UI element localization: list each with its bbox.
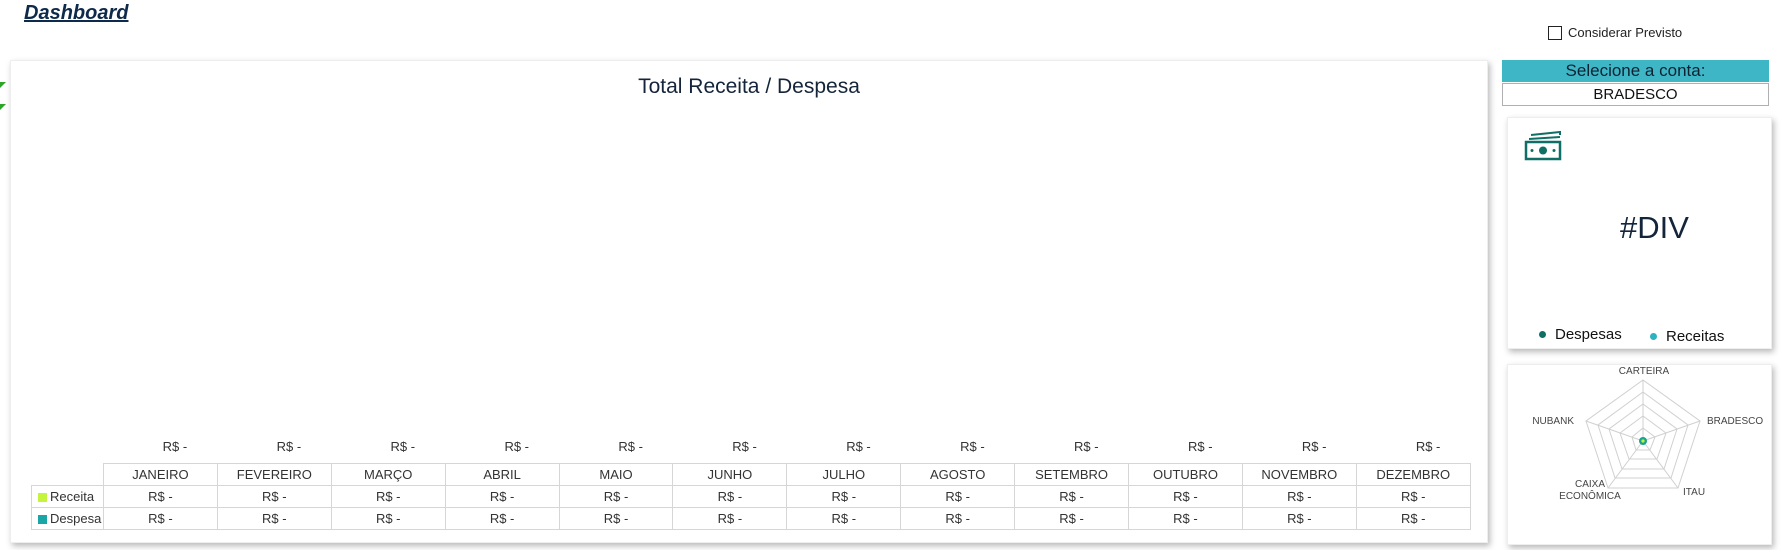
radar-axis-label: CARTEIRA xyxy=(1619,366,1670,377)
radar-axis-label: NUBANK xyxy=(1532,416,1574,427)
total-data-label: R$ - xyxy=(276,439,302,454)
receita-despesa-chart: Total Receita / Despesa R$ - R$ - R$ - R$ -… xyxy=(10,60,1488,543)
month-header: NOVEMBRO xyxy=(1241,463,1357,486)
dashboard-title-link[interactable]: Dashboard xyxy=(24,2,129,24)
month-header: JUNHO xyxy=(672,463,788,486)
series-swatch-icon xyxy=(38,493,47,503)
table-cell: R$ - xyxy=(1014,485,1130,508)
previsto-checkbox[interactable] xyxy=(1548,25,1562,40)
total-data-label: R$ - xyxy=(162,439,188,454)
series-name: Despesa xyxy=(50,511,102,526)
table-cell: R$ - xyxy=(1241,485,1357,508)
table-corner xyxy=(32,464,104,486)
month-header: SETEMBRO xyxy=(1014,463,1130,486)
table-cell: R$ - xyxy=(786,485,902,508)
legend-label: Despesas xyxy=(1555,326,1622,343)
table-cell: R$ - xyxy=(558,485,674,508)
chart-title: Total Receita / Despesa xyxy=(638,75,860,98)
total-data-label: R$ - xyxy=(390,439,416,454)
previsto-label: Considerar Previsto xyxy=(1568,25,1683,40)
month-header: MARÇO xyxy=(330,463,446,486)
month-header: JULHO xyxy=(786,463,902,486)
total-data-label: R$ - xyxy=(960,439,985,454)
table-cell: R$ - xyxy=(103,507,218,530)
table-cell: R$ - xyxy=(330,507,446,530)
sheet-marker-icon xyxy=(0,82,6,110)
table-cell: R$ - xyxy=(216,485,332,508)
total-data-label: R$ - xyxy=(504,439,529,454)
table-cell: R$ - xyxy=(1014,507,1130,530)
table-cell: R$ - xyxy=(1355,507,1471,530)
table-cell: R$ - xyxy=(216,507,332,530)
legend-receitas: Receitas xyxy=(1650,328,1724,345)
radar-point-center xyxy=(1641,439,1645,443)
legend-label: Receitas xyxy=(1666,328,1725,345)
total-data-label: R$ - xyxy=(1074,439,1099,454)
series-swatch-icon xyxy=(38,515,47,525)
total-data-label: R$ - xyxy=(732,439,757,454)
table-cell: R$ - xyxy=(900,507,1016,530)
month-header: OUTUBRO xyxy=(1128,463,1243,486)
account-select[interactable]: BRADESCO xyxy=(1502,83,1769,106)
radar-axis-label: ITAU xyxy=(1683,487,1705,498)
table-cell: R$ - xyxy=(672,507,788,530)
radar-svg: CARTEIRA BRADESCO ITAU CAIXA ECONÔMICA N… xyxy=(1532,366,1763,502)
month-header: JANEIRO xyxy=(103,463,218,486)
series-label: Despesa xyxy=(31,507,104,530)
chart-data-labels: R$ - R$ - R$ - R$ - R$ - R$ - R$ - R$ - R$ - R$ -… xyxy=(103,439,1470,457)
table-cell: R$ - xyxy=(444,485,560,508)
table-cell: R$ - xyxy=(1128,507,1243,530)
radar-axis-label: CAIXA xyxy=(1575,479,1605,490)
table-cell: R$ - xyxy=(1241,507,1357,530)
legend-dot-icon xyxy=(1539,331,1546,338)
table-cell: R$ - xyxy=(672,485,788,508)
table-row: Despesa R$ - R$ - R$ - R$ - R$ - R$ - R$ - R$ -R… xyxy=(31,507,1471,530)
series-label: Receita xyxy=(31,485,104,508)
series-name: Receita xyxy=(50,489,95,504)
legend-dot-icon xyxy=(1650,333,1657,340)
month-header: DEZEMBRO xyxy=(1355,463,1471,486)
table-cell: R$ - xyxy=(900,485,1016,508)
table-cell: R$ - xyxy=(103,485,218,508)
table-cell: R$ - xyxy=(558,507,674,530)
money-icon xyxy=(1524,130,1562,161)
total-data-label: R$ - xyxy=(618,439,643,454)
table-cell: R$ - xyxy=(786,507,902,530)
month-header: MAIO xyxy=(558,463,674,486)
accounts-radar-chart: CARTEIRA BRADESCO ITAU CAIXA ECONÔMICA N… xyxy=(1507,364,1772,545)
table-row: Receita R$ - R$ - R$ - R$ - R$ - R$ - R$ - R$ -R… xyxy=(31,485,1471,508)
month-header: AGOSTO xyxy=(900,463,1016,486)
table-cell: R$ - xyxy=(444,507,560,530)
total-data-label: R$ - xyxy=(846,439,871,454)
radar-axis-label: ECONÔMICA xyxy=(1559,489,1621,502)
table-cell: R$ - xyxy=(1128,485,1243,508)
month-header: ABRIL xyxy=(444,463,560,486)
total-data-label: R$ - xyxy=(1187,439,1213,454)
legend-despesas: Despesas xyxy=(1539,326,1622,343)
month-header: FEVEREIRO xyxy=(216,463,332,486)
account-selector-header: Selecione a conta: xyxy=(1502,60,1769,82)
chart-data-table: JANEIRO FEVEREIRO MARÇO ABRIL MAIO JUNHO JULHO… xyxy=(31,463,1471,530)
total-data-label: R$ - xyxy=(1415,439,1441,454)
kpi-value: #DIV xyxy=(1620,210,1689,245)
radar-axis-label: BRADESCO xyxy=(1707,416,1763,427)
considerar-previsto-toggle[interactable]: Considerar Previsto xyxy=(1548,25,1682,40)
balance-kpi-card: #DIV Despesas Receitas xyxy=(1507,117,1772,349)
radar-grid xyxy=(1585,379,1701,489)
total-data-label: R$ - xyxy=(1301,439,1327,454)
table-cell: R$ - xyxy=(330,485,446,508)
table-cell: R$ - xyxy=(1355,485,1471,508)
